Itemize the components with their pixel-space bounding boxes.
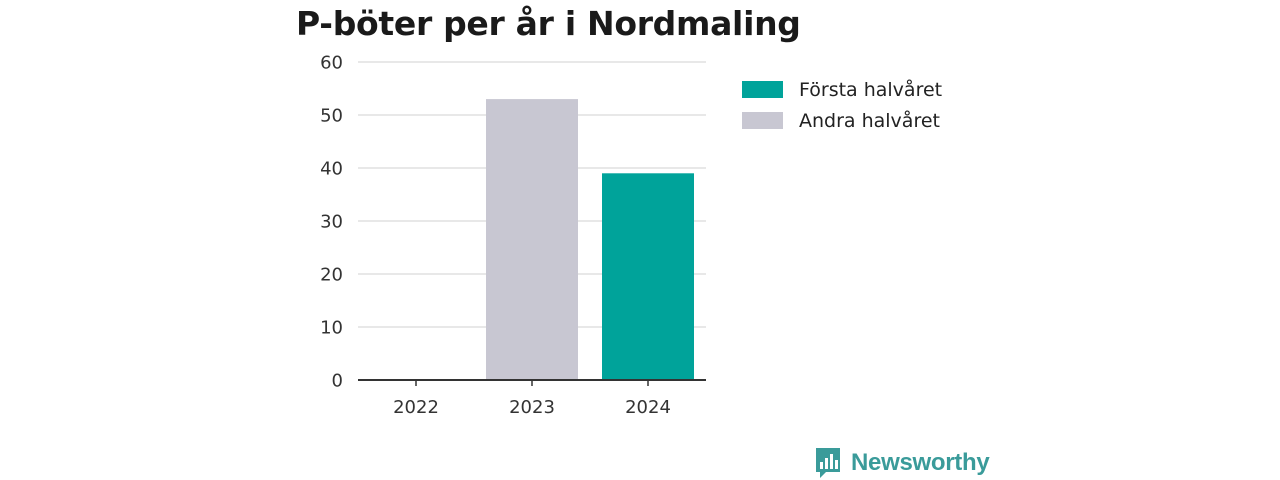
legend: Första halvåret Andra halvåret: [742, 74, 942, 136]
y-tick-label: 10: [320, 318, 343, 339]
x-tick-label: 2024: [625, 397, 671, 418]
brand-name: Newsworthy: [851, 449, 990, 476]
y-axis-tick-labels: 0 10 20 30 40 50 60: [320, 53, 343, 392]
legend-swatch-second-half: [742, 112, 783, 129]
legend-label-second-half: Andra halvåret: [799, 109, 940, 132]
bar: [602, 173, 694, 380]
x-tick-label: 2023: [509, 397, 555, 418]
brand: Newsworthy: [814, 446, 990, 480]
y-tick-label: 20: [320, 265, 343, 286]
legend-item-second-half: Andra halvåret: [742, 105, 942, 136]
x-tick-label: 2022: [393, 397, 439, 418]
legend-swatch-first-half: [742, 81, 783, 98]
chart-title: P-böter per år i Nordmaling: [296, 4, 801, 43]
y-tick-label: 30: [320, 212, 343, 233]
bar-chart-bubble-icon: [816, 448, 840, 478]
y-tick-label: 0: [332, 371, 343, 392]
y-tick-label: 40: [320, 159, 343, 180]
y-tick-label: 50: [320, 106, 343, 127]
legend-label-first-half: Första halvåret: [799, 78, 943, 101]
legend-item-first-half: Första halvåret: [742, 74, 942, 105]
bar-chart: 0 10 20 30 40 50 60 2022 2023 2024: [320, 53, 706, 418]
y-tick-label: 60: [320, 53, 343, 74]
bar: [486, 99, 578, 380]
bars: [486, 99, 694, 380]
x-axis: 2022 2023 2024: [358, 379, 706, 418]
